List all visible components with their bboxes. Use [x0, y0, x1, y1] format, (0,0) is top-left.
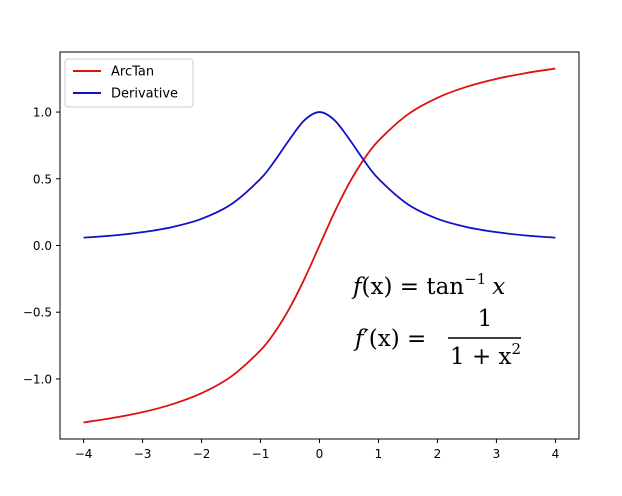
x-axis-ticks: −4 −3 −2 −1 0 1 2 3 4: [75, 439, 559, 461]
formula-denominator-sup: 2: [512, 340, 522, 358]
formula-arctan-sup: −1: [464, 270, 486, 288]
legend: ArcTan Derivative: [64, 58, 194, 108]
x-tick-label: −4: [75, 447, 93, 461]
legend-label-arctan: ArcTan: [111, 65, 154, 80]
legend-label-derivative: Derivative: [111, 87, 178, 102]
x-tick-label: −2: [193, 447, 211, 461]
x-tick-label: −3: [134, 447, 152, 461]
y-tick-label: −1.0: [23, 372, 52, 386]
y-tick-label: 0.0: [33, 239, 52, 253]
formula-derivative-eq: (x) =: [369, 326, 427, 352]
x-tick-label: 2: [434, 447, 442, 461]
formula-arctan: f(x) = tan−1 x: [351, 270, 505, 300]
formula-annotation: f(x) = tan−1 x f′(x) = 1 1 + x2: [351, 270, 521, 370]
formula-denominator-base: 1 + x: [450, 344, 512, 370]
x-tick-label: 1: [375, 447, 383, 461]
y-tick-label: 0.5: [33, 172, 52, 186]
x-tick-label: 0: [316, 447, 324, 461]
formula-derivative-lhs: f′(x) =: [353, 326, 426, 352]
x-tick-label: 3: [493, 447, 501, 461]
formula-arctan-f: f: [351, 274, 365, 300]
series-layer: [83, 67, 556, 424]
x-tick-label: −1: [252, 447, 270, 461]
y-tick-label: −0.5: [23, 306, 52, 320]
formula-derivative-fprime: f′: [353, 326, 370, 352]
series-line-derivative: [83, 111, 556, 239]
formula-arctan-body: (x) = tan: [362, 274, 465, 300]
formula-arctan-x: x: [492, 274, 505, 300]
x-tick-label: 4: [552, 447, 560, 461]
y-tick-label: 1.0: [33, 106, 52, 120]
formula-derivative-denominator: 1 + x2: [450, 340, 521, 370]
y-axis-ticks: −1.0 −0.5 0.0 0.5 1.0: [23, 106, 60, 386]
series-line-arctan: [83, 67, 556, 424]
formula-derivative-numerator: 1: [478, 306, 493, 332]
